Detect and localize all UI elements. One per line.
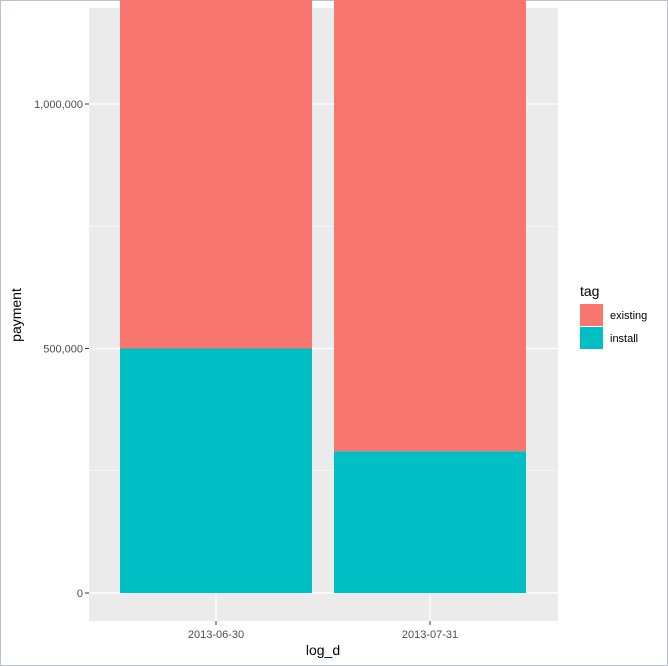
y-tick-label: 0 [77, 588, 83, 600]
legend-title: tag [580, 283, 599, 299]
bar-install [120, 348, 312, 593]
watermark: https://blog.csdn.net/xueruixuan [493, 645, 662, 659]
x-axis: 2013-06-30 2013-07-31 [188, 621, 458, 641]
bar-install [334, 451, 526, 593]
bar-existing [334, 0, 526, 452]
x-tick-label: 2013-06-30 [188, 629, 244, 641]
bars [120, 0, 526, 593]
legend: tag existing install [580, 283, 647, 349]
bar-existing [120, 0, 312, 349]
y-tick-label: 500,000 [43, 344, 83, 356]
y-axis-title: payment [8, 288, 24, 342]
legend-swatch-install [580, 327, 603, 349]
x-axis-title: log_d [306, 642, 340, 658]
y-tick-label: 1,000,000 [34, 99, 83, 111]
legend-label-existing: existing [610, 310, 647, 322]
x-tick-label: 2013-07-31 [402, 629, 458, 641]
legend-swatch-existing [580, 304, 603, 326]
legend-label-install: install [610, 333, 638, 345]
